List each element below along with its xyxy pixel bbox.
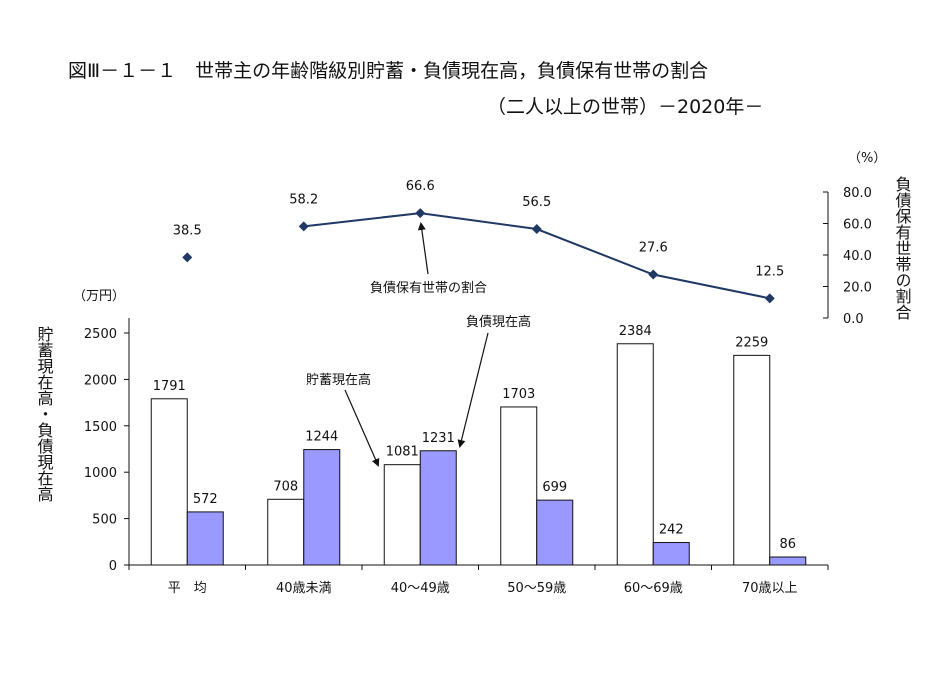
y-left-tick-label: 1500: [84, 420, 117, 435]
bar-debt: [419, 450, 457, 566]
ratio-data-label: 12.5: [755, 264, 784, 279]
ratio-point: [531, 224, 542, 235]
ratio-point: [298, 221, 309, 232]
annotation-ratio-label: 負債保有世帯の割合: [370, 280, 487, 296]
ratio-point: [415, 208, 426, 219]
ratio-data-label: 56.5: [522, 195, 551, 210]
y-axis-right-title: 負債保有世帯の割合: [893, 176, 912, 320]
x-tick-label: 50～59歳: [507, 581, 566, 596]
x-tick-label: 平 均: [168, 581, 207, 596]
y-left-tick-label: 1000: [84, 466, 117, 481]
annotation-debt: 負債現在高: [457, 314, 531, 448]
x-tick-label: 60～69歳: [624, 581, 683, 596]
ratio-data-label: 66.6: [406, 179, 435, 194]
annotation-debt-arrow: [457, 332, 489, 448]
x-tick-label: 40～49歳: [391, 581, 450, 596]
y-right-tick-label: 60.0: [843, 218, 872, 233]
data-label-savings: 2384: [619, 324, 652, 339]
ratio-data-label: 38.5: [173, 223, 202, 238]
bar-savings: [500, 406, 538, 566]
y-axis-left-title: 貯蓄現在高・負債現在高: [35, 326, 54, 502]
data-label-debt: 242: [659, 523, 684, 538]
y-left-tick-label: 0: [109, 559, 117, 574]
chart-title: 図Ⅲ－１－１ 世帯主の年齢階級別貯蓄・負債現在高，負債保有世帯の割合: [68, 60, 709, 82]
y-left-tick-label: 500: [92, 513, 117, 528]
ratio-point: [648, 269, 659, 280]
bar-savings: [267, 498, 305, 566]
x-axis-ticks: 平 均 40歳未満 40～49歳 50～59歳 60～69歳 70歳以上: [128, 565, 829, 596]
annotation-savings-label: 貯蓄現在高: [306, 372, 371, 388]
chart-subtitle: （二人以上の世帯）－2020年－: [487, 96, 764, 118]
y-left-tick-label: 2500: [84, 327, 117, 342]
data-label-savings: 1703: [502, 387, 535, 402]
y-axis-left-ticks: 0 500 1000 1500 2000 2500: [84, 327, 129, 574]
annotation-savings: 貯蓄現在高: [306, 372, 380, 467]
y-axis-left-unit: （万円）: [73, 289, 125, 304]
bar-debt: [536, 499, 574, 566]
bar-savings: [616, 343, 654, 566]
annotation-ratio: 負債保有世帯の割合: [370, 222, 487, 296]
data-label-debt: 1244: [305, 430, 338, 445]
data-label-debt: 1231: [422, 431, 455, 446]
bar-debt: [652, 542, 690, 566]
bar-debt: [303, 449, 341, 566]
bar-savings: [150, 398, 188, 566]
x-tick-label: 40歳未満: [276, 581, 332, 596]
ratio-data-label: 27.6: [639, 241, 668, 256]
y-right-tick-label: 20.0: [843, 281, 872, 296]
bar-savings: [733, 354, 771, 566]
ratio-data-label: 58.2: [289, 192, 318, 207]
ratio-point: [764, 293, 775, 304]
y-right-tick-label: 80.0: [843, 186, 872, 201]
ratio-point: [182, 252, 193, 263]
data-label-debt: 572: [193, 492, 218, 507]
y-left-tick-label: 2000: [84, 373, 117, 388]
data-label-savings: 708: [273, 479, 298, 494]
ratio-line-group: 38.5 58.2 66.6 56.5 27.6 12.5: [173, 179, 784, 304]
y-axis-right-unit: （%）: [848, 151, 886, 166]
annotation-ratio-arrow: [417, 222, 429, 275]
data-label-savings: 1081: [386, 445, 419, 460]
data-label-debt: 86: [779, 537, 796, 552]
x-tick-label: 70歳以上: [742, 581, 798, 596]
bar-debt: [186, 511, 224, 566]
data-label-debt: 699: [542, 480, 567, 495]
y-axis-right-ticks: 0.0 20.0 40.0 60.0 80.0: [823, 186, 872, 327]
annotation-savings-arrow: [344, 389, 380, 467]
y-right-tick-label: 0.0: [843, 312, 864, 327]
bar-savings: [383, 464, 421, 566]
data-label-savings: 1791: [153, 379, 186, 394]
y-right-tick-label: 40.0: [843, 249, 872, 264]
bar-debt: [769, 556, 807, 566]
annotation-debt-label: 負債現在高: [466, 314, 531, 330]
data-label-savings: 2259: [735, 335, 768, 350]
